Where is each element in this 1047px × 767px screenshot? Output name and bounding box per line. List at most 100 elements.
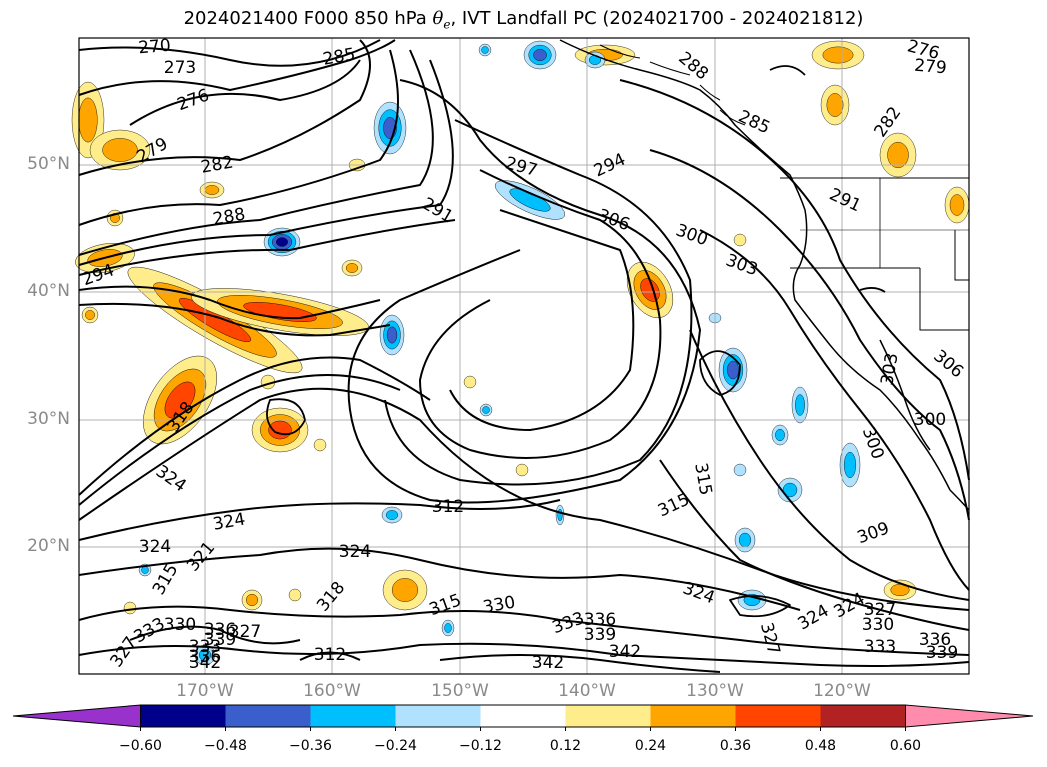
contour-label: 306 xyxy=(595,205,632,235)
ivt-anomaly-patch xyxy=(795,394,805,416)
theta-subscript: e xyxy=(443,17,451,32)
lon-label: 130°W xyxy=(686,681,744,701)
theta-e-contour xyxy=(78,39,381,67)
theta-e-contour xyxy=(649,149,970,521)
theta-e-contour xyxy=(384,119,693,486)
contour-label: 285 xyxy=(735,107,773,139)
contour-label: 324 xyxy=(680,578,717,608)
colorbar-tick-label: 0.48 xyxy=(804,738,837,754)
contour-label: 273 xyxy=(164,58,196,78)
contour-label: 342 xyxy=(609,642,641,662)
lon-label: 160°W xyxy=(303,681,361,701)
contour-label: 303 xyxy=(723,250,760,280)
theta-e-contour xyxy=(129,625,301,645)
contour-label: 312 xyxy=(314,645,346,665)
contour-label: 324 xyxy=(339,542,371,562)
colorbar xyxy=(12,704,1034,731)
theta-e-contour xyxy=(769,65,806,76)
lat-label: 40°N xyxy=(27,281,70,301)
contour-label: 321 xyxy=(183,538,219,576)
ivt-anomaly-patch xyxy=(444,623,452,633)
contour-label: 279 xyxy=(913,56,947,79)
coast-line xyxy=(919,268,969,331)
theta-e-contour xyxy=(129,59,361,126)
colorbar-tick-label: −0.12 xyxy=(459,738,502,754)
theta-e-contour xyxy=(78,59,454,266)
contour-label: 315 xyxy=(690,461,715,496)
ivt-anomaly-patch xyxy=(887,141,909,169)
colorbar-segment xyxy=(565,705,651,727)
contour-label: 333 xyxy=(864,637,896,657)
contour-label: 276 xyxy=(175,85,212,115)
contour-label: 300 xyxy=(673,220,710,250)
theta-e-contour xyxy=(78,356,431,496)
theta-e-contour xyxy=(78,387,970,611)
ivt-anomaly-patch xyxy=(775,428,785,442)
title-prefix: 2024021400 F000 850 hPa xyxy=(183,8,433,29)
ivt-anomaly-patch xyxy=(738,532,752,548)
theta-e-contour xyxy=(699,350,741,396)
contour-label: 315 xyxy=(149,560,183,598)
lon-label: 140°W xyxy=(558,681,616,701)
theta-e-contour xyxy=(299,651,361,661)
theta-e-contour xyxy=(78,49,399,226)
theta-e-contour xyxy=(266,398,306,436)
theta-e-contour xyxy=(78,285,381,320)
theta-e-contours xyxy=(78,39,970,673)
theta-e-contour xyxy=(439,654,721,673)
contour-label: 324 xyxy=(794,601,832,635)
lon-label: 150°W xyxy=(431,681,489,701)
ivt-anomaly-patch xyxy=(481,46,489,54)
contour-label: 288 xyxy=(674,48,712,84)
contour-label: 333 xyxy=(189,637,221,657)
contour-label: 291 xyxy=(826,185,864,217)
ivt-anomaly-patch xyxy=(482,406,490,414)
theta-symbol: θ xyxy=(432,8,444,29)
colorbar-segment xyxy=(480,705,566,727)
theta-e-contour xyxy=(419,169,662,459)
contour-label: 300 xyxy=(858,425,888,462)
map-frame xyxy=(78,37,970,675)
ivt-anomaly-patch xyxy=(102,138,138,162)
ivt-anomaly-patch xyxy=(733,463,747,477)
theta-e-contour xyxy=(347,79,701,504)
lat-label: 50°N xyxy=(27,154,70,174)
ivt-anomaly-patch xyxy=(386,326,398,344)
contour-label: 318 xyxy=(313,578,349,616)
contour-label: 336 xyxy=(919,630,951,650)
contour-label: 336 xyxy=(189,647,221,667)
ivt-anomaly-patch xyxy=(533,49,547,61)
ivt-anomaly-patch xyxy=(463,375,477,389)
contour-label: 327 xyxy=(229,622,261,642)
colorbar-tick-label: −0.60 xyxy=(119,738,162,754)
contour-label: 336 xyxy=(204,620,236,640)
colorbar-tick-label: 0.12 xyxy=(549,738,582,754)
theta-e-contour xyxy=(78,49,434,256)
theta-e-contour xyxy=(449,209,635,431)
contour-label: 342 xyxy=(189,653,221,673)
lat-label: 20°N xyxy=(27,536,70,556)
colorbar-frame xyxy=(140,704,906,728)
ivt-anomaly-patch xyxy=(141,566,149,574)
colorbar-tick-label: 0.24 xyxy=(634,738,667,754)
contour-label: 333 xyxy=(550,608,587,638)
colorbar-segment xyxy=(225,705,311,727)
colorbar-segment xyxy=(650,705,736,727)
contour-label: 339 xyxy=(204,630,236,650)
contour-label: 312 xyxy=(432,497,464,517)
contour-label: 288 xyxy=(211,204,246,229)
colorbar-segment xyxy=(310,705,396,727)
contour-label: 336 xyxy=(584,610,616,630)
theta-e-contour xyxy=(859,287,886,293)
theta-e-contour xyxy=(78,499,561,541)
lat-label: 30°N xyxy=(27,409,70,429)
coast-line xyxy=(599,44,746,126)
coast-line xyxy=(879,339,931,451)
ivt-anomaly-patch xyxy=(85,310,95,320)
title-suffix: , IVT Landfall PC (2024021700 - 20240218… xyxy=(450,8,864,29)
theta-e-contour xyxy=(78,219,456,276)
colorbar-segment xyxy=(735,705,821,727)
ivt-anomaly-patch xyxy=(123,601,137,615)
contour-label: 342 xyxy=(532,653,564,673)
